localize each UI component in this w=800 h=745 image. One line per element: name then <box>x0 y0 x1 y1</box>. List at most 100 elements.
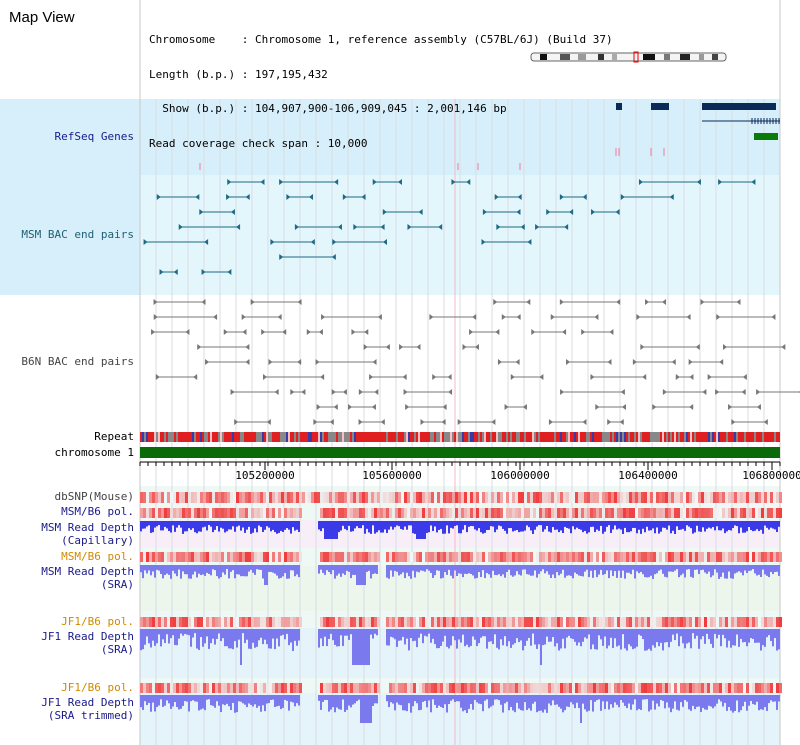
read-depth-bar <box>762 565 764 570</box>
polymorphism-cell <box>593 552 596 562</box>
polymorphism-cell <box>761 617 764 627</box>
read-depth-bar <box>650 565 652 576</box>
polymorphism-cell <box>485 683 488 693</box>
repeat-segment <box>332 432 334 442</box>
polymorphism-cell <box>146 552 149 562</box>
bac-end <box>270 239 275 245</box>
polymorphism-cell <box>224 683 227 693</box>
polymorphism-cell <box>443 683 446 693</box>
read-depth-bar <box>378 521 380 531</box>
polymorphism-cell <box>614 683 617 693</box>
read-depth-bar <box>774 629 776 639</box>
polymorphism-cell <box>176 552 179 562</box>
track-label-chromosome[interactable]: chromosome 1 <box>54 446 134 459</box>
track-label-jf1-pol-2[interactable]: JF1/B6 pol. <box>61 681 134 694</box>
repeat-segment <box>246 432 248 442</box>
read-depth-bar <box>646 629 648 651</box>
track-label-msm-bac[interactable]: MSM BAC end pairs <box>21 228 134 241</box>
polymorphism-cell <box>251 617 254 627</box>
polymorphism-cell <box>260 508 263 518</box>
read-depth-bar <box>416 629 418 648</box>
repeat-segment <box>646 432 648 442</box>
read-depth-bar <box>540 521 542 526</box>
track-label-jf1-pol-1[interactable]: JF1/B6 pol. <box>61 615 134 628</box>
track-label-msm-depth-cap[interactable]: MSM Read Depth <box>41 521 134 534</box>
read-depth-bar <box>168 629 170 644</box>
polymorphism-cell <box>194 492 197 503</box>
polymorphism-cell <box>251 683 254 693</box>
repeat-segment <box>748 432 750 442</box>
read-depth-bar <box>208 629 210 649</box>
polymorphism-cell <box>698 492 701 503</box>
polymorphism-cell <box>674 492 677 503</box>
read-depth-bar <box>770 629 772 641</box>
polymorphism-cell <box>701 683 704 693</box>
read-depth-bar <box>356 629 358 665</box>
polymorphism-cell <box>347 508 350 518</box>
polymorphism-cell <box>218 617 221 627</box>
repeat-segment <box>180 432 182 442</box>
bac-end <box>636 314 641 320</box>
bac-end <box>199 209 204 215</box>
read-depth-bar <box>266 695 268 704</box>
polymorphism-cell <box>155 617 158 627</box>
read-depth-bar <box>582 629 584 642</box>
bac-end <box>522 404 527 410</box>
read-depth-bar <box>404 521 406 527</box>
read-depth-bar <box>746 521 748 532</box>
track-label-jf1-depth-trim[interactable]: JF1 Read Depth <box>41 696 134 709</box>
polymorphism-cell <box>506 508 509 518</box>
polymorphism-cell <box>713 617 716 627</box>
polymorphism-cell <box>200 508 203 518</box>
track-label-refseq[interactable]: RefSeq Genes <box>54 130 134 143</box>
read-depth-bar <box>180 521 182 528</box>
read-depth-bar <box>744 695 746 702</box>
polymorphism-cell <box>494 492 497 503</box>
polymorphism-cell <box>503 617 506 627</box>
repeat-segment <box>570 432 572 442</box>
read-depth-bar <box>774 521 776 530</box>
polymorphism-cell <box>644 552 647 562</box>
read-depth-bar <box>436 521 438 533</box>
track-label-dbsnp[interactable]: dbSNP(Mouse) <box>54 490 134 503</box>
track-label-msm-pol-2[interactable]: MSM/B6 pol. <box>61 550 134 563</box>
track-label-msm-pol-1[interactable]: MSM/B6 pol. <box>61 505 134 518</box>
read-depth-bar <box>724 565 726 579</box>
repeat-segment <box>392 432 394 442</box>
read-depth-bar <box>336 695 338 708</box>
polymorphism-cell <box>476 683 479 693</box>
polymorphism-cell <box>581 683 584 693</box>
polymorphism-cell <box>524 492 527 503</box>
read-depth-bar <box>676 629 678 634</box>
read-depth-bar <box>344 521 346 529</box>
track-label-msm-depth-sra[interactable]: MSM Read Depth <box>41 565 134 578</box>
read-depth-bar <box>396 565 398 572</box>
read-depth-bar <box>480 565 482 578</box>
polymorphism-cell <box>200 683 203 693</box>
polymorphism-cell <box>347 552 350 562</box>
read-depth-bar <box>708 521 710 528</box>
read-depth-bar <box>152 565 154 572</box>
read-depth-bar <box>534 695 536 702</box>
track-label-repeat[interactable]: Repeat <box>94 430 134 443</box>
polymorphism-cell <box>209 552 212 562</box>
track-label-jf1-depth-sra[interactable]: JF1 Read Depth <box>41 630 134 643</box>
bac-end <box>226 194 231 200</box>
read-depth-bar <box>150 629 152 648</box>
repeat-segment <box>398 432 400 442</box>
read-depth-bar <box>428 521 430 533</box>
read-depth-bar <box>402 629 404 637</box>
read-depth-bar <box>276 565 278 576</box>
track-label-b6n-bac[interactable]: B6N BAC end pairs <box>21 355 134 368</box>
read-depth-bar <box>608 521 610 526</box>
polymorphism-cell <box>446 552 449 562</box>
bac-end <box>741 389 746 395</box>
polymorphism-cell <box>656 683 659 693</box>
bac-end <box>448 389 453 395</box>
read-depth-bar <box>158 565 160 571</box>
read-depth-bar <box>370 521 372 534</box>
chromosome-info: Chromosome : Chromosome 1, reference ass… <box>149 11 613 161</box>
repeat-segment <box>548 432 550 442</box>
read-depth-bar <box>740 521 742 528</box>
